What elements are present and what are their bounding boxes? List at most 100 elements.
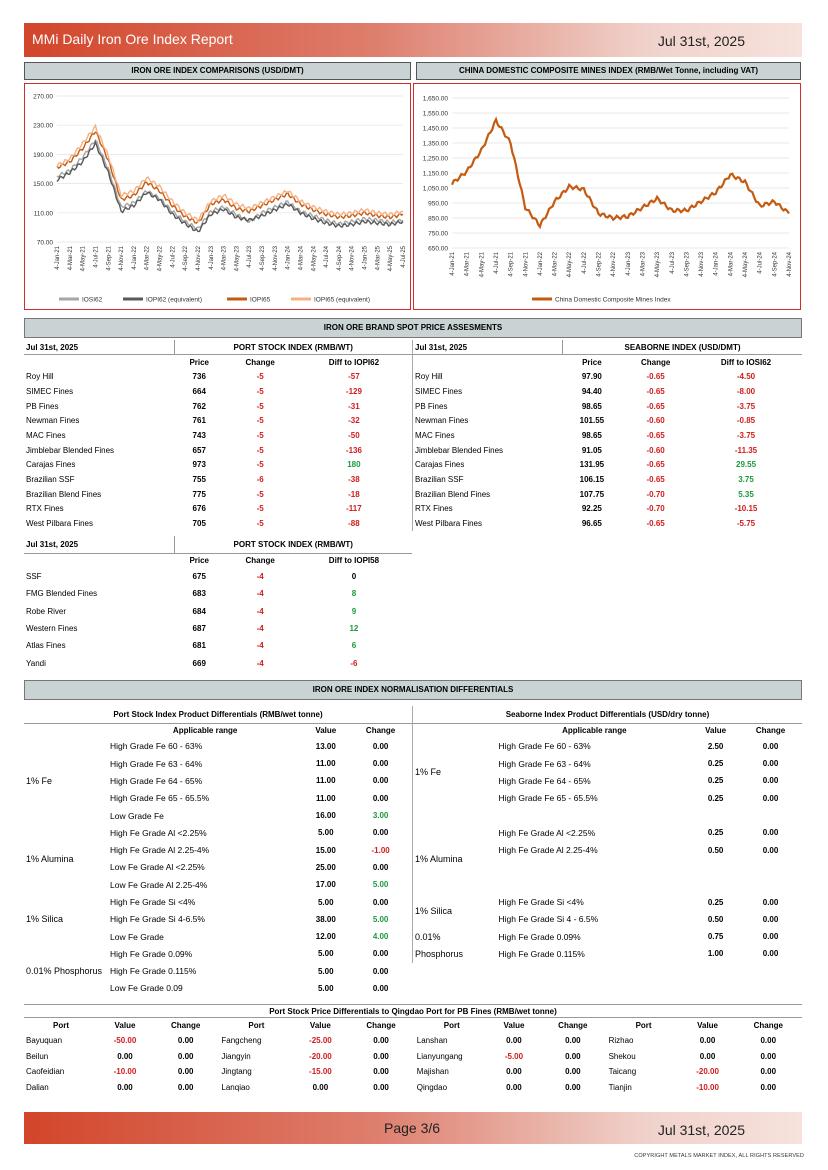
x-tick-label: 4-Jul-22 bbox=[582, 251, 588, 273]
value: 15.00 bbox=[315, 845, 336, 855]
change: 0.00 bbox=[762, 845, 779, 855]
change: -5 bbox=[256, 416, 264, 426]
x-tick-label: 4-Jul-21 bbox=[93, 245, 99, 267]
change: -4 bbox=[256, 606, 264, 616]
group-label: 1% Alumina bbox=[415, 853, 463, 864]
change: 0.00 bbox=[762, 914, 779, 924]
value: 5.00 bbox=[317, 828, 334, 838]
x-tick-label: 4-Sep-22 bbox=[183, 245, 189, 270]
group-label: 1% Silica bbox=[415, 905, 453, 916]
change: 0.00 bbox=[565, 1082, 581, 1092]
change: -0.65 bbox=[646, 460, 665, 470]
change: 0.00 bbox=[760, 1067, 777, 1077]
x-tick-label: 4-Jan-22 bbox=[538, 251, 544, 275]
price: 683 bbox=[192, 589, 206, 599]
x-tick-label: 4-May-22 bbox=[567, 251, 573, 277]
x-tick-label: 4-Mar-25 bbox=[375, 245, 381, 270]
change: 0.00 bbox=[373, 1036, 389, 1046]
port-name: Beilun bbox=[26, 1051, 49, 1061]
column-header: Port bbox=[53, 1021, 69, 1030]
table-row: 1% Silica High Fe Grade Si <4% 0.25 0.00 bbox=[413, 893, 803, 916]
range: High Grade Fe 65 - 65.5% bbox=[498, 793, 598, 804]
x-tick-label: 4-May-23 bbox=[655, 251, 661, 277]
table-date: Jul 31st, 2025 bbox=[412, 340, 563, 356]
table-index-name: PORT STOCK INDEX (RMB/WT) bbox=[174, 536, 412, 554]
change: -6 bbox=[256, 475, 264, 485]
diff: -6 bbox=[350, 658, 358, 668]
diff: -57 bbox=[348, 372, 360, 382]
price: 98.65 bbox=[581, 430, 602, 440]
change: 0.00 bbox=[372, 897, 389, 907]
x-tick-label: 4-Sep-23 bbox=[260, 245, 266, 270]
price: 681 bbox=[192, 641, 206, 651]
range: Low Fe Grade Al 2.25-4% bbox=[110, 879, 208, 890]
column-header: Change bbox=[558, 1021, 588, 1030]
column-header: Change bbox=[366, 1021, 396, 1030]
port-name: Jingtang bbox=[221, 1067, 252, 1077]
diff: -88 bbox=[348, 519, 360, 529]
diff: -136 bbox=[345, 445, 362, 455]
column-header: Price bbox=[582, 357, 602, 367]
change: 0.00 bbox=[372, 759, 389, 769]
change: -4 bbox=[256, 641, 264, 651]
range: High Fe Grade Al <2.25% bbox=[110, 827, 207, 838]
brand-name: Brazilian Blend Fines bbox=[415, 489, 491, 499]
change: -4 bbox=[256, 589, 264, 599]
price: 743 bbox=[192, 430, 206, 440]
column-header: Value bbox=[315, 726, 337, 736]
diff: -8.00 bbox=[736, 386, 756, 396]
brand-name: Western Fines bbox=[26, 624, 78, 634]
change: 0.00 bbox=[762, 828, 779, 838]
diff: 9 bbox=[351, 606, 357, 616]
change: 0.00 bbox=[177, 1067, 194, 1077]
brand-name: Roy Hill bbox=[415, 372, 443, 382]
table-row: West Pilbara Fines 96.65 -0.65 -5.75 bbox=[413, 516, 803, 531]
change: 0.00 bbox=[565, 1051, 581, 1061]
change: -5 bbox=[256, 519, 264, 529]
diff: -38 bbox=[348, 475, 360, 485]
brand-name: Jimblebar Blended Fines bbox=[26, 445, 115, 455]
brand-name: Robe River bbox=[26, 606, 67, 616]
table-title: Seaborne Index Product Differentials (US… bbox=[412, 706, 802, 724]
change: 0.00 bbox=[177, 1082, 194, 1092]
change: 0.00 bbox=[762, 949, 779, 959]
norm-section-title: IRON ORE INDEX NORMALISATION DIFFERENTIA… bbox=[24, 680, 802, 700]
change: 0.00 bbox=[760, 1082, 777, 1092]
table-row: PB Fines 98.65 -0.65 -3.75 bbox=[413, 399, 803, 414]
value: 0.25 bbox=[707, 828, 724, 838]
diff: 180 bbox=[347, 460, 361, 470]
brand-name: SIMEC Fines bbox=[415, 386, 463, 396]
table-row: Newman Fines 101.55 -0.60 -0.85 bbox=[413, 413, 803, 428]
x-tick-label: 4-Jan-24 bbox=[714, 251, 720, 275]
diff: -3.75 bbox=[736, 401, 756, 411]
table-row: 1% Fe High Grade Fe 60 - 63% 13.00 0.00 bbox=[24, 738, 412, 786]
value: 0.00 bbox=[312, 1082, 329, 1092]
series-line bbox=[56, 131, 404, 224]
diff: 29.55 bbox=[736, 460, 757, 470]
brand-name: MAC Fines bbox=[26, 430, 66, 440]
seaborne-differentials-table: Seaborne Index Product Differentials (US… bbox=[412, 706, 802, 963]
brand-name: PB Fines bbox=[415, 401, 448, 411]
table-index-name: SEABORNE INDEX (USD/DMT) bbox=[562, 340, 802, 356]
legend-label: China Domestic Composite Mines Index bbox=[555, 297, 671, 304]
brand-name: Brazilian SSF bbox=[415, 475, 464, 485]
value: -25.00 bbox=[309, 1036, 332, 1046]
change: 0.00 bbox=[762, 741, 779, 751]
table-title: Port Stock Index Product Differentials (… bbox=[24, 706, 412, 724]
x-tick-label: 4-May-25 bbox=[388, 245, 394, 271]
diff: 3.75 bbox=[738, 475, 754, 485]
value: 5.00 bbox=[317, 897, 334, 907]
table-row: Newman Fines 761 -5 -32 bbox=[24, 413, 412, 428]
change: 0.00 bbox=[177, 1051, 194, 1061]
value: 1.00 bbox=[707, 949, 724, 959]
change: -4 bbox=[256, 658, 264, 668]
column-header: Value bbox=[697, 1021, 718, 1030]
change: 0.00 bbox=[373, 1051, 389, 1061]
column-header: Price bbox=[189, 357, 210, 367]
x-tick-label: 4-Jul-25 bbox=[401, 245, 407, 267]
column-header: Port bbox=[635, 1021, 652, 1030]
change: 0.00 bbox=[372, 793, 389, 803]
change: -5 bbox=[256, 504, 264, 514]
table-index-name: PORT STOCK INDEX (RMB/WT) bbox=[174, 340, 412, 356]
table-row: 1% Alumina High Fe Grade Al <2.25% 0.25 0.0… bbox=[413, 824, 803, 864]
